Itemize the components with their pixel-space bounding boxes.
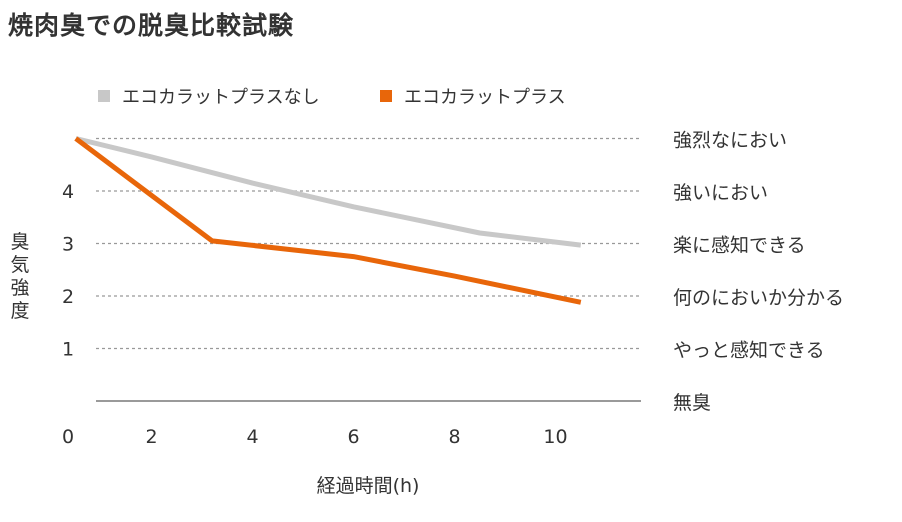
x-axis-title: 経過時間(h) [317,475,420,497]
series-line-2 [74,136,582,305]
y-axis-title-char: 度 [10,300,29,322]
x-tick-labels: 0 2 4 6 8 10 [62,426,568,448]
level-label: 強いにおい [673,182,768,204]
series-line-1 [75,136,582,248]
level-label: やっと感知できる [673,340,825,362]
legend-swatch [380,90,392,102]
level-label: 強烈なにおい [673,130,787,152]
level-label: 何のにおいか分かる [673,287,844,309]
legend-label: エコカラットプラスなし [122,87,320,108]
y-tick-label: 4 [62,181,74,203]
x-tick-label: 0 [62,426,74,448]
y-tick-label: 3 [62,234,74,256]
x-tick-label: 10 [543,426,567,448]
y-axis-title-char: 臭 [10,231,29,253]
grid-lines [96,137,641,350]
x-tick-label: 4 [246,426,258,448]
y-axis-title-char: 強 [10,277,29,299]
x-tick-label: 8 [448,426,460,448]
x-tick-label: 2 [145,426,157,448]
y-axis-title-char: 気 [10,254,29,276]
x-tick-label: 6 [347,426,359,448]
legend-label: エコカラットプラス [404,87,566,108]
y-tick-label: 1 [62,339,74,361]
legend: エコカラットプラスなし エコカラットプラス [98,87,566,108]
y-tick-labels: 1 2 3 4 [62,181,74,361]
legend-swatch [98,90,110,102]
level-label: 楽に感知できる [673,235,806,257]
series-lines [74,136,582,305]
chart-title: 焼肉臭での脱臭比較試験 [8,11,295,40]
level-label: 無臭 [673,392,711,414]
y-tick-label: 2 [62,286,74,308]
